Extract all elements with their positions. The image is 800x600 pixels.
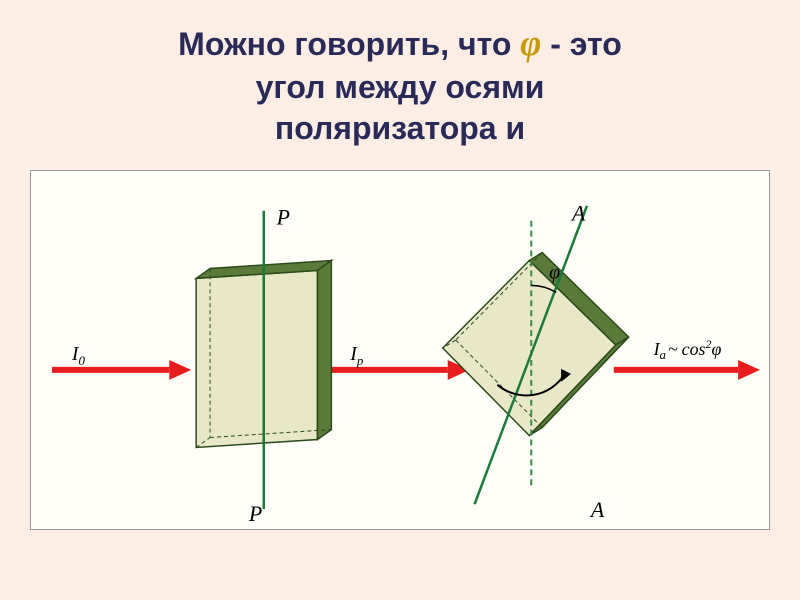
diagram-frame: P P A A φ I0 Ip Ia~cos2φ: [30, 170, 770, 530]
title-line3: поляризатора и: [275, 110, 525, 146]
label-A-top: A: [570, 202, 586, 226]
light-ray: [52, 360, 760, 380]
label-P-top: P: [276, 206, 290, 230]
polarization-diagram: P P A A φ I0 Ip Ia~cos2φ: [31, 171, 769, 529]
analyzer-plate: [443, 206, 629, 504]
label-P-bot: P: [248, 502, 262, 526]
polarizer-plate: [196, 211, 331, 509]
slide-title: Можно говорить, что φ - это угол между о…: [0, 0, 800, 160]
label-Ip: Ip: [349, 343, 364, 368]
title-part1: Можно говорить, что: [178, 26, 520, 62]
title-part1b: - это: [541, 26, 621, 62]
label-A-bot: A: [589, 498, 605, 522]
phi-symbol: φ: [520, 23, 541, 63]
label-I0: I0: [71, 343, 86, 368]
label-Ia-formula: Ia~cos2φ: [653, 337, 722, 362]
label-phi-angle: φ: [549, 261, 560, 283]
title-line2: угол между осями: [256, 69, 545, 105]
